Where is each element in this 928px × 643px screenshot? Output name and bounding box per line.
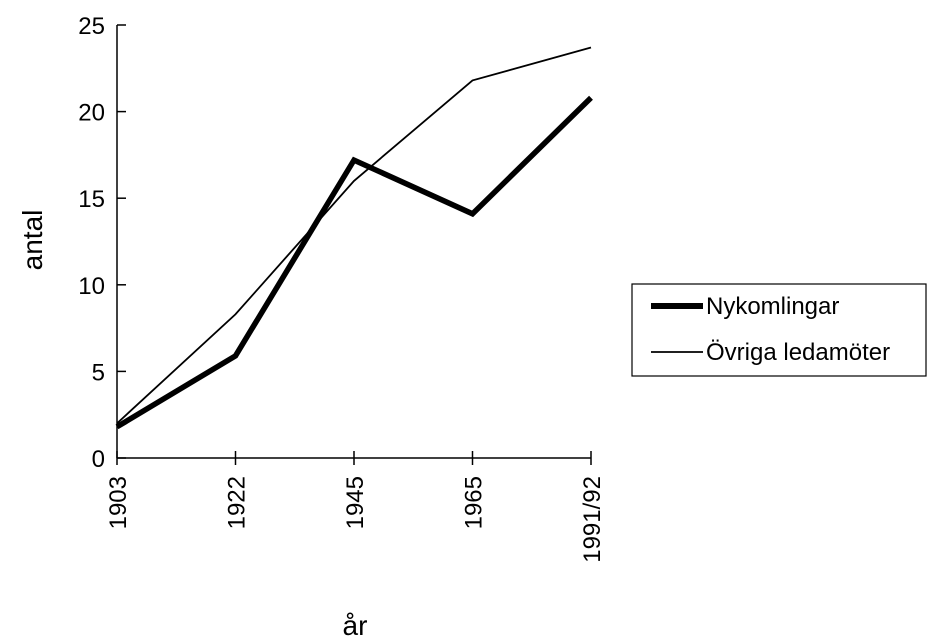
series-line-nykomlingar — [115, 95, 593, 430]
series-line-ovriga-ledamoter — [116, 46, 592, 425]
legend-box — [631, 283, 927, 377]
y-tick-label: 25 — [78, 13, 105, 40]
y-axis-title: antal — [17, 210, 48, 271]
x-tick-label: 1945 — [342, 476, 369, 529]
y-tick-label: 10 — [78, 273, 105, 300]
x-tick-label: 1922 — [224, 476, 251, 529]
series-layer — [115, 46, 593, 430]
x-tick-label: 1965 — [461, 476, 488, 529]
x-axis: 1903 1922 1945 1965 1991/92 — [105, 451, 606, 563]
legend-label-nykomlingar: Nykomlingar — [706, 293, 839, 320]
legend-label-ovriga-ledamoter: Övriga ledamöter — [706, 339, 890, 366]
y-axis: 0 5 10 15 20 25 — [78, 13, 126, 473]
y-tick-label: 20 — [78, 100, 105, 127]
legend: Nykomlingar Övriga ledamöter — [631, 283, 927, 377]
x-tick-label: 1991/92 — [579, 476, 606, 563]
x-axis-title: år — [343, 610, 368, 641]
x-tick-label: 1903 — [105, 476, 132, 529]
y-tick-label: 0 — [92, 446, 105, 473]
y-tick-label: 5 — [92, 359, 105, 386]
y-tick-label: 15 — [78, 186, 105, 213]
